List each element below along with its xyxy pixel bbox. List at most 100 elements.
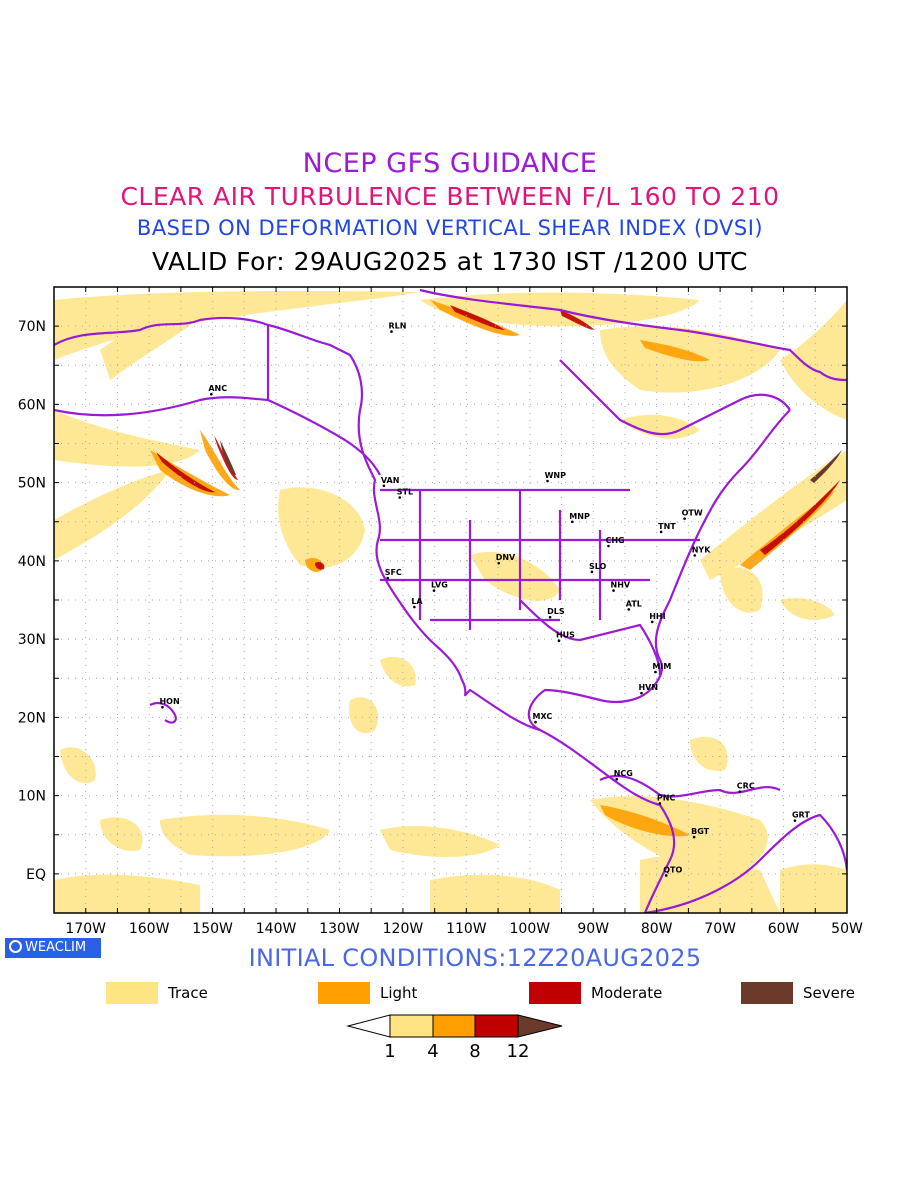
lat-label: 40N [18,554,46,570]
station-label: HHI [649,612,665,621]
lon-label: 160W [129,921,170,937]
station-label: CHG [605,536,624,545]
map-content: RLN ANC VAN STL WNP MNP TNT OTW CHG NYK DNV SFC SLO L… [54,287,847,913]
station-label: OTW [682,509,703,518]
station-label: HVN [638,683,658,692]
station-marker [548,615,552,619]
title-line-1: NCEP GFS GUIDANCE [302,148,598,179]
station-marker [546,479,549,483]
legend-label-moderate: Moderate [591,984,663,1002]
colorbar-tick-8: 8 [469,1041,480,1062]
station-label: QTO [663,865,682,874]
lon-label: 140W [256,921,297,937]
station-marker [615,777,619,781]
lon-label: 50W [831,921,863,937]
station-label: MNP [569,512,590,521]
legend-swatch-moderate [529,982,581,1004]
station-marker [612,589,615,592]
station-label: LA [411,597,423,606]
station-label: WNP [545,471,567,480]
map-boundaries [54,288,847,913]
lon-label: 100W [510,921,551,937]
colorbar-light [432,1014,476,1038]
lat-label: 20N [18,710,46,726]
station-marker [382,484,386,488]
lat-label: 50N [18,476,46,492]
station-marker [557,639,561,642]
trace-shading [54,290,847,913]
station-marker [693,554,697,557]
station-label: STL [397,487,413,496]
station-label: GRT [792,811,810,820]
station-label: MIM [652,662,671,671]
station-marker [738,790,742,794]
lon-label: 120W [383,921,424,937]
weaclim-logo-icon [9,940,22,953]
lat-label: EQ [26,867,46,883]
lon-label: 90W [577,921,609,937]
station-marker [664,874,668,877]
station-marker [210,392,213,396]
station-label: BGT [691,827,710,836]
colorbar: 1 4 8 12 [346,1014,563,1062]
lon-label: 80W [641,921,673,937]
station-label: SLO [589,562,607,571]
legend-label-severe: Severe [803,984,855,1002]
moderate-shading [156,305,840,570]
station-marker [654,670,657,674]
station-marker [571,520,574,524]
station-marker [590,570,594,574]
station-label: ATL [626,599,642,608]
valid-time: VALID For: 29AUG2025 at 1730 IST /1200 U… [152,247,748,276]
station-marker [432,589,436,592]
lat-label: 30N [18,632,46,648]
legend-swatch-trace [106,982,158,1004]
legend-swatch-light [318,982,370,1004]
lon-label: 130W [319,921,360,937]
lat-label: 60N [18,397,46,413]
lat-label: 70N [18,319,46,335]
station-marker [398,496,402,499]
station-labels: RLN ANC VAN STL WNP MNP TNT OTW CHG NYK DNV SFC SLO L… [159,322,810,877]
lon-label: 110W [446,921,487,937]
severe-shading [220,440,842,483]
station-marker [413,605,416,609]
colorbar-high-triangle [517,1014,563,1038]
colorbar-low-triangle [346,1014,391,1038]
station-marker [683,517,686,520]
title-line-3: BASED ON DEFORMATION VERTICAL SHEAR INDE… [136,216,764,240]
station-label: PNC [657,793,676,802]
weaclim-badge: WEACLIM [5,938,101,958]
station-label: DLS [547,607,565,616]
colorbar-tick-1: 1 [384,1041,395,1062]
station-marker [386,576,389,580]
station-label: SFC [385,568,402,577]
station-marker [497,561,501,565]
station-label: TNT [658,522,676,531]
lon-label: 60W [768,921,800,937]
lon-label: 70W [704,921,736,937]
station-label: LVG [431,581,448,590]
station-label: NCG [614,769,633,778]
station-marker [640,691,643,695]
station-marker [534,720,537,724]
station-marker [607,544,610,548]
station-marker [390,330,393,333]
colorbar-tick-12: 12 [507,1041,530,1062]
weaclim-label: WEACLIM [25,940,87,955]
station-marker [658,802,662,805]
station-label: MXC [533,712,553,721]
station-label: DNV [496,553,516,562]
station-marker [793,819,797,822]
latitude-labels: 70N 60N 50N 40N 30N 20N 10N EQ [18,319,46,883]
colorbar-trace [389,1014,434,1038]
lat-label: 10N [18,789,46,805]
station-marker [659,530,663,534]
station-label: ANC [208,384,227,393]
lon-label: 150W [192,921,233,937]
longitude-labels: 170W 160W 150W 140W 130W 120W 110W 100W 90W 80W 70… [65,921,863,937]
station-marker [161,705,164,709]
station-label: NHV [611,581,631,590]
station-label: NYK [692,545,711,554]
